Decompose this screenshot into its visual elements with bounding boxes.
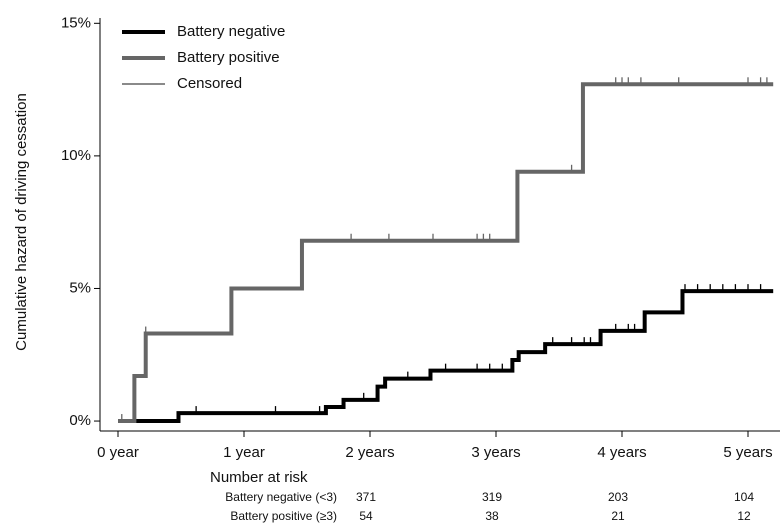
x-tick-label: 1 year (223, 444, 265, 461)
y-tick-label: 10% (61, 147, 91, 164)
x-tick-label: 5 years (723, 444, 772, 461)
y-tick-label: 15% (61, 14, 91, 31)
risk-count: 21 (611, 509, 625, 523)
risk-count: 104 (734, 490, 754, 504)
x-tick-label: 3 years (471, 444, 520, 461)
risk-row-label: Battery positive (≥3) (230, 509, 337, 523)
risk-count: 319 (482, 490, 502, 504)
risk-count: 54 (359, 509, 373, 523)
risk-row-label: Battery negative (<3) (225, 490, 337, 504)
risk-count: 203 (608, 490, 628, 504)
risk-table-title: Number at risk (210, 469, 308, 486)
y-tick-label: 0% (69, 412, 91, 429)
y-axis-label: Cumulative hazard of driving cessation (13, 93, 30, 351)
legend-label: Battery positive (177, 49, 280, 66)
risk-count: 371 (356, 490, 376, 504)
step-line (118, 289, 774, 424)
legend-label: Censored (177, 75, 242, 92)
x-tick-label: 2 years (345, 444, 394, 461)
y-tick-label: 5% (69, 279, 91, 296)
x-tick-label: 0 year (97, 444, 139, 461)
legend-label: Battery negative (177, 23, 285, 40)
x-tick-label: 4 years (597, 444, 646, 461)
risk-count: 38 (485, 509, 499, 523)
risk-count: 12 (737, 509, 751, 523)
